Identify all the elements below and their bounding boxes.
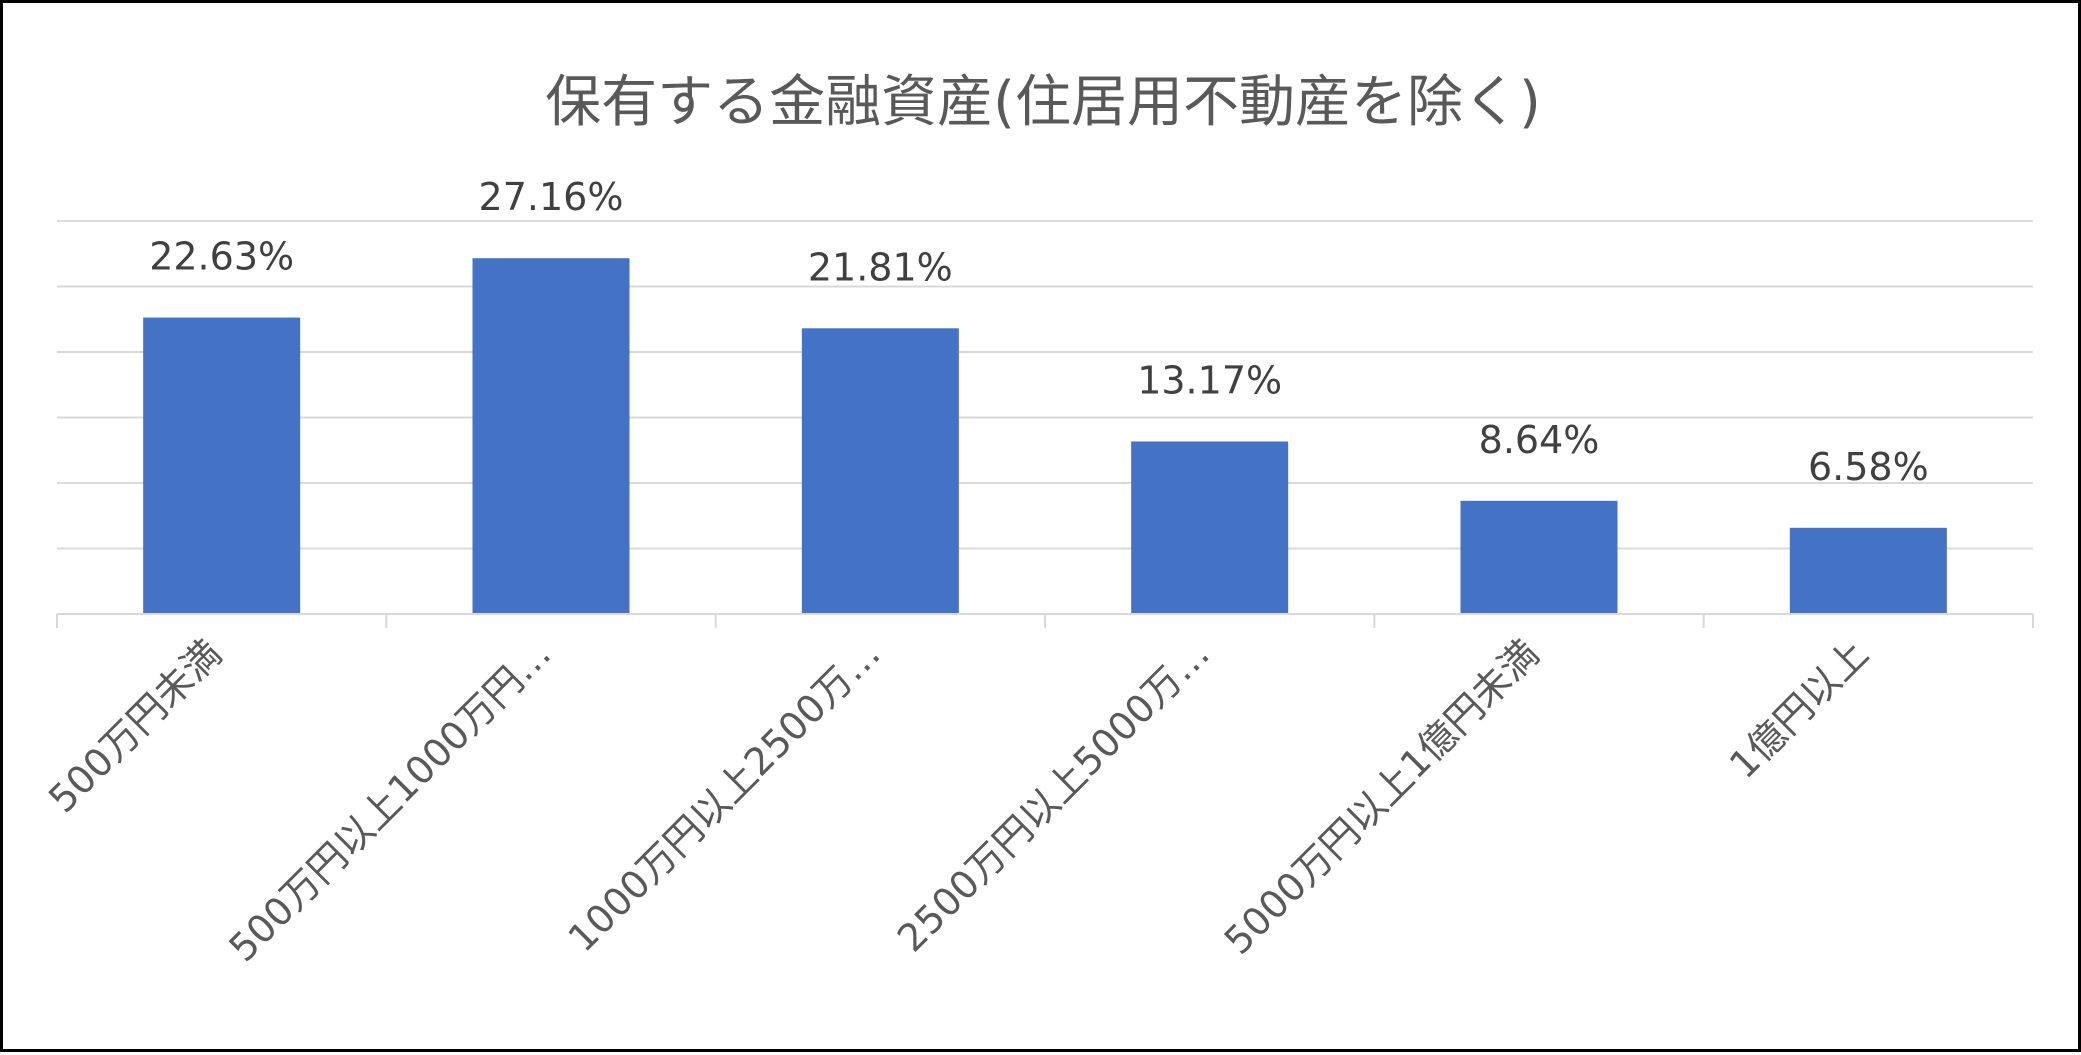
gridlines [57,220,2033,550]
bar [1460,500,1618,614]
bars [143,258,1947,614]
category-label: 5000万円以上1億円未満 [1216,631,1548,963]
bar [1789,527,1947,614]
data-label: 13.17% [1137,358,1282,402]
data-label: 22.63% [149,235,294,279]
bar [143,317,301,614]
bar [801,328,959,614]
data-label: 27.16% [479,175,624,219]
category-label: 500万円未満 [40,631,230,821]
bar-chart: 保有する金融資産(住居用不動産を除く) 22.63% 27.16% 21.81% 13… [40,70,2034,970]
data-label: 8.64% [1479,418,1600,462]
data-label: 21.81% [808,245,953,289]
category-label: 1000万円以上2500万… [560,631,889,960]
bar [472,258,630,614]
category-label: 1億円以上 [1721,631,1877,787]
category-label: 2500万円以上5000万… [889,631,1218,960]
data-labels: 22.63% 27.16% 21.81% 13.17% 8.64% 6.58% [149,175,1928,489]
chart-title: 保有する金融資産(住居用不動産を除く) [545,70,1541,135]
x-axis [56,613,2034,628]
data-label: 6.58% [1808,445,1929,489]
category-label: 500万円以上1000万円… [220,631,559,970]
bar [1131,441,1289,614]
